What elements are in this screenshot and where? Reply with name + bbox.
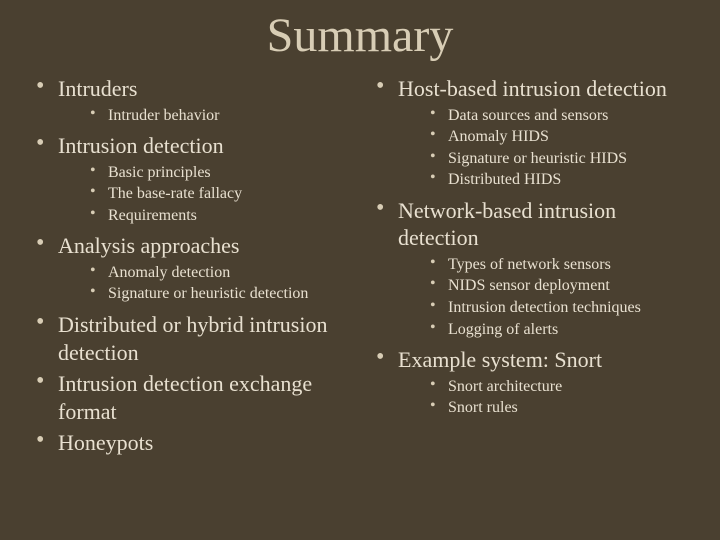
- list-item: Intrusion detection Basic principles The…: [30, 132, 350, 226]
- item-label: Intrusion detection: [58, 133, 224, 158]
- left-column: Intruders Intruder behavior Intrusion de…: [30, 75, 350, 461]
- list-item: Intruders Intruder behavior: [30, 75, 350, 126]
- sub-list: Basic principles The base-rate fallacy R…: [58, 162, 350, 227]
- sub-item: Basic principles: [58, 162, 350, 184]
- item-label: Honeypots: [58, 430, 153, 455]
- item-label: Example system: Snort: [398, 347, 602, 372]
- columns: Intruders Intruder behavior Intrusion de…: [30, 75, 690, 461]
- sub-item: Types of network sensors: [398, 254, 690, 276]
- sub-item: The base-rate fallacy: [58, 183, 350, 205]
- sub-item: Signature or heuristic HIDS: [398, 148, 690, 170]
- sub-item: Anomaly HIDS: [398, 126, 690, 148]
- sub-list: Data sources and sensors Anomaly HIDS Si…: [398, 105, 690, 191]
- item-label: Distributed or hybrid intrusion detectio…: [58, 312, 327, 365]
- sub-item: Logging of alerts: [398, 319, 690, 341]
- sub-item: Signature or heuristic detection: [58, 283, 350, 305]
- list-item: Network-based intrusion detection Types …: [370, 197, 690, 340]
- list-item: Intrusion detection exchange format: [30, 370, 350, 425]
- sub-item: NIDS sensor deployment: [398, 275, 690, 297]
- right-list: Host-based intrusion detection Data sour…: [370, 75, 690, 419]
- left-list: Intruders Intruder behavior Intrusion de…: [30, 75, 350, 457]
- sub-item: Snort architecture: [398, 376, 690, 398]
- sub-list: Snort architecture Snort rules: [398, 376, 690, 419]
- sub-list: Types of network sensors NIDS sensor dep…: [398, 254, 690, 340]
- list-item: Host-based intrusion detection Data sour…: [370, 75, 690, 191]
- item-label: Network-based intrusion detection: [398, 198, 616, 251]
- list-item: Honeypots: [30, 429, 350, 457]
- list-item: Distributed or hybrid intrusion detectio…: [30, 311, 350, 366]
- item-label: Analysis approaches: [58, 233, 239, 258]
- sub-item: Anomaly detection: [58, 262, 350, 284]
- item-label: Host-based intrusion detection: [398, 76, 667, 101]
- sub-item: Data sources and sensors: [398, 105, 690, 127]
- item-label: Intruders: [58, 76, 137, 101]
- list-item: Analysis approaches Anomaly detection Si…: [30, 232, 350, 305]
- sub-item: Intruder behavior: [58, 105, 350, 127]
- list-item: Example system: Snort Snort architecture…: [370, 346, 690, 419]
- right-column: Host-based intrusion detection Data sour…: [370, 75, 690, 461]
- sub-item: Requirements: [58, 205, 350, 227]
- slide-title: Summary: [30, 8, 690, 63]
- sub-item: Snort rules: [398, 397, 690, 419]
- item-label: Intrusion detection exchange format: [58, 371, 312, 424]
- sub-list: Intruder behavior: [58, 105, 350, 127]
- sub-item: Distributed HIDS: [398, 169, 690, 191]
- sub-list: Anomaly detection Signature or heuristic…: [58, 262, 350, 305]
- slide: Summary Intruders Intruder behavior Intr…: [0, 0, 720, 540]
- sub-item: Intrusion detection techniques: [398, 297, 690, 319]
